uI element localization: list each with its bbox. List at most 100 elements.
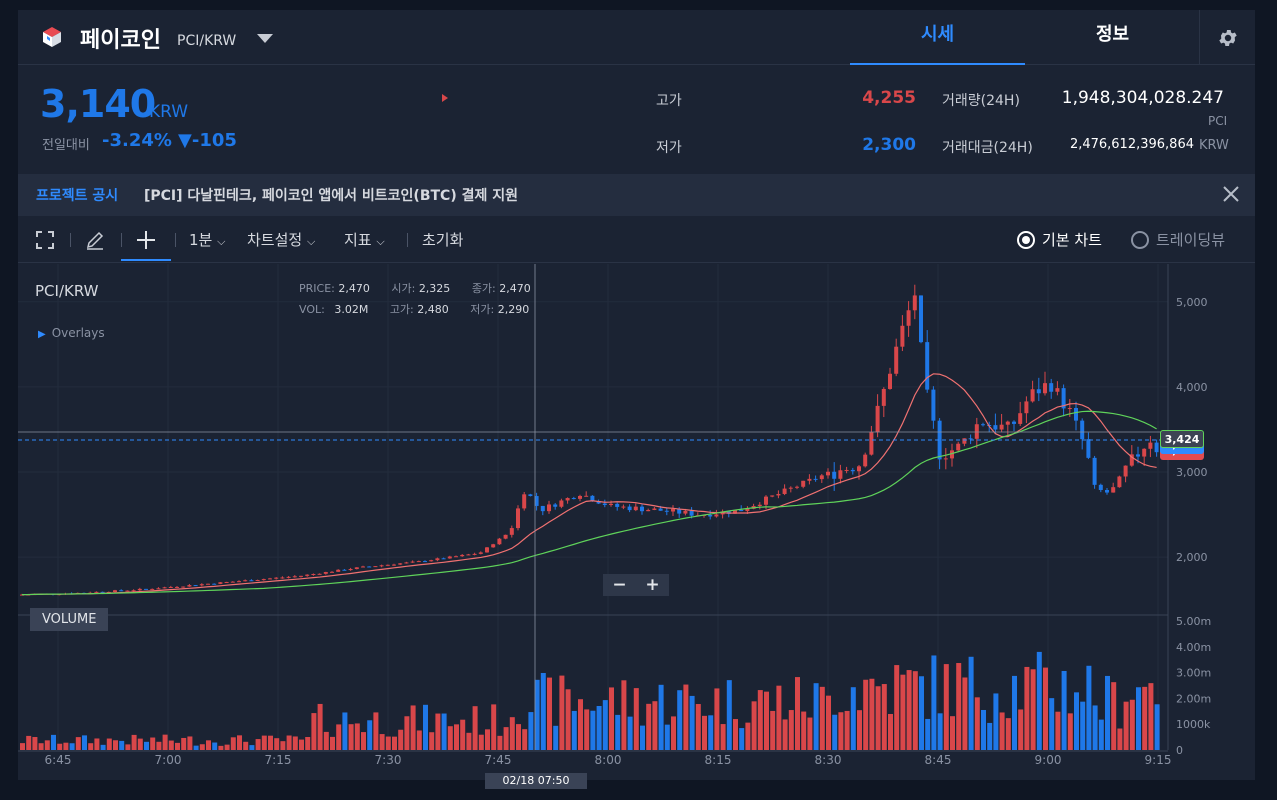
candle	[441, 558, 446, 560]
volume-bar	[888, 713, 893, 750]
candle	[1136, 454, 1140, 457]
crosshair-icon[interactable]	[135, 229, 157, 251]
volume-bar	[1067, 713, 1073, 750]
volume-bar	[230, 737, 236, 750]
volume-bar	[571, 710, 577, 750]
tab-info[interactable]: 정보	[1095, 24, 1130, 45]
volume-bar	[1074, 692, 1079, 750]
reset-button[interactable]: 초기화	[422, 231, 464, 249]
volume-bar	[627, 716, 633, 750]
volume-bar	[869, 678, 875, 750]
candle	[404, 562, 409, 564]
candle	[268, 578, 272, 580]
volume-bar	[187, 736, 193, 750]
tradingview-label[interactable]: 트레이딩뷰	[1156, 231, 1226, 249]
zoom-out-button[interactable]: −	[612, 575, 627, 595]
market-dropdown-icon[interactable]	[257, 34, 273, 43]
interval-dropdown[interactable]: 1분 ⌵	[189, 229, 225, 250]
volume-bar	[912, 671, 918, 750]
legend-open-value: 2,325	[418, 282, 451, 295]
price-axis-tick: 3,000	[1176, 466, 1208, 479]
indicators-dropdown[interactable]: 지표 ⌵	[344, 229, 385, 250]
volume-bar	[1086, 665, 1092, 750]
candle	[466, 554, 471, 556]
candle	[919, 295, 923, 343]
volume-bar	[379, 734, 385, 750]
volume-bar	[206, 740, 211, 750]
moving-average-long	[21, 410, 1157, 596]
volume-bar	[38, 743, 44, 750]
legend-low-key: 저가:	[470, 303, 495, 316]
volume-bar	[621, 680, 627, 750]
candle	[1117, 476, 1122, 488]
candle	[1049, 383, 1054, 392]
chart-area[interactable]: 5,000 4,000 3,000 2,000 5.00m 4.00m 3.00m 2.00m…	[18, 264, 1255, 789]
volume-bar	[875, 686, 881, 750]
volume-bar	[299, 739, 304, 750]
volume-bar	[193, 745, 199, 750]
volume-bar	[410, 705, 416, 750]
volume-bar	[950, 716, 955, 750]
coin-pair[interactable]: PCI/KRW	[177, 33, 237, 49]
volume-bar	[795, 677, 800, 750]
fullscreen-icon[interactable]	[34, 229, 56, 251]
candle	[516, 508, 520, 529]
candle	[243, 580, 248, 582]
high-label: 고가	[656, 93, 682, 109]
candle	[292, 576, 297, 578]
close-icon[interactable]	[1220, 183, 1242, 205]
basic-chart-radio[interactable]	[1017, 231, 1035, 249]
volume-bar	[695, 704, 701, 750]
legend-vol-key: VOL:	[299, 303, 325, 316]
volume-bar	[615, 714, 621, 750]
candle	[1148, 442, 1153, 449]
turnover-24h-value: 2,476,612,396,864	[1069, 137, 1194, 152]
volume-bar	[968, 656, 974, 750]
time-axis-tick: 7:30	[375, 753, 402, 767]
ohlc-legend-row-1: PRICE: 2,470 시가: 2,325 종가: 2,470	[299, 280, 531, 296]
candle	[361, 566, 365, 568]
settings-button[interactable]	[1199, 10, 1255, 65]
volume-bar	[509, 717, 515, 750]
volume-bar	[44, 740, 50, 750]
volume-bar	[652, 701, 658, 750]
zoom-in-button[interactable]: +	[645, 575, 660, 595]
candle	[237, 581, 241, 583]
time-axis-tick: 9:15	[1145, 753, 1172, 767]
volume-bar	[578, 699, 583, 750]
candle	[218, 582, 223, 584]
volume-axis-tick: 0	[1176, 744, 1183, 757]
volume-bar	[646, 703, 652, 750]
volume-bar	[1123, 701, 1129, 750]
legend-price-value: 2,470	[338, 282, 370, 295]
volume-bar	[559, 675, 565, 750]
tradingview-radio[interactable]	[1131, 231, 1149, 249]
candle	[906, 310, 911, 326]
coin-name[interactable]: 페이코인	[80, 28, 161, 53]
current-price: 3,140	[40, 82, 156, 126]
candle	[144, 588, 148, 590]
basic-chart-label[interactable]: 기본 차트	[1042, 231, 1102, 249]
volume-bar	[1129, 699, 1135, 750]
volume-bar	[168, 740, 174, 750]
project-notice-bar[interactable]: 프로젝트 공시 [PCI] 다날핀테크, 페이코인 앱에서 비트코인(BTC) …	[18, 174, 1255, 216]
candle	[1105, 489, 1109, 493]
toolbar-divider	[70, 233, 71, 247]
chart-settings-dropdown[interactable]: 차트설정 ⌵	[247, 229, 315, 250]
volume-bar	[305, 737, 311, 750]
candle	[857, 466, 861, 472]
volume-axis-tick: 1000k	[1176, 718, 1211, 731]
notice-text[interactable]: [PCI] 다날핀테크, 페이코인 앱에서 비트코인(BTC) 결제 지원	[144, 188, 518, 204]
candlestick-chart[interactable]: 5,000 4,000 3,000 2,000 5.00m 4.00m 3.00m 2.00m…	[18, 264, 1255, 780]
pencil-icon[interactable]	[84, 229, 106, 251]
candle	[869, 432, 874, 455]
tab-price[interactable]: 시세	[850, 10, 1025, 65]
overlays-toggle[interactable]: Overlays	[38, 326, 105, 340]
candle	[423, 561, 427, 563]
volume-bar	[199, 744, 205, 750]
volume-bar	[1061, 670, 1067, 750]
candle	[106, 591, 111, 593]
turnover-24h-unit: KRW	[1199, 138, 1229, 153]
volume-bar	[150, 737, 156, 750]
volume-bar	[392, 736, 397, 750]
